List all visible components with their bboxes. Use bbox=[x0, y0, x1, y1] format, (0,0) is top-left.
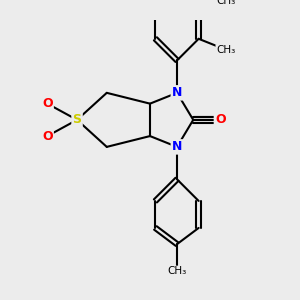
Text: O: O bbox=[42, 97, 52, 110]
Text: CH₃: CH₃ bbox=[167, 266, 187, 276]
Text: CH₃: CH₃ bbox=[216, 45, 235, 55]
Text: S: S bbox=[73, 113, 82, 126]
Text: O: O bbox=[42, 130, 52, 142]
Text: N: N bbox=[172, 140, 182, 153]
Text: CH₃: CH₃ bbox=[216, 0, 235, 6]
Text: N: N bbox=[172, 86, 182, 99]
Text: O: O bbox=[215, 113, 226, 126]
